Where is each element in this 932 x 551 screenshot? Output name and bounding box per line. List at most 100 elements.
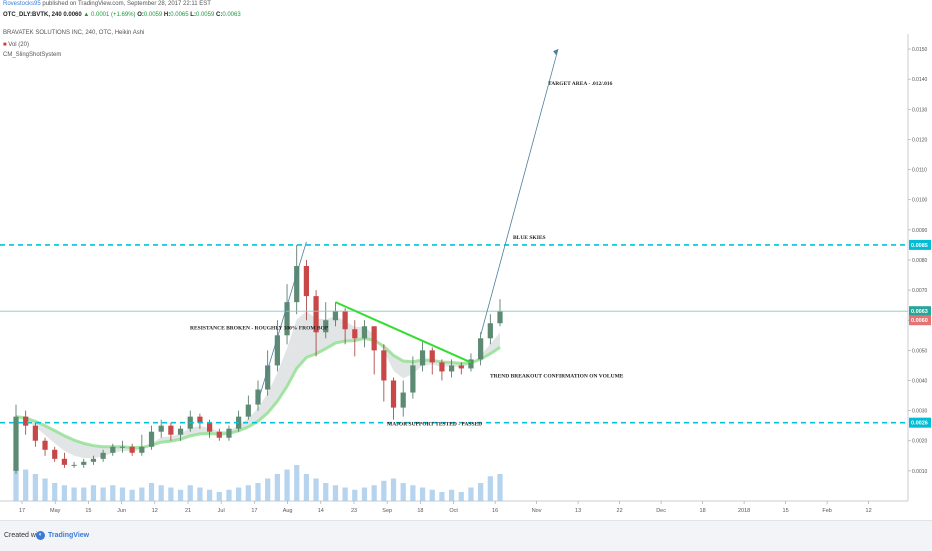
open-value: 0.0059 [143, 12, 163, 18]
y-tick-label: 0.0070 [912, 288, 928, 294]
candle-body [352, 329, 358, 339]
arrow-line-target [480, 48, 559, 336]
volume-bar [236, 487, 242, 501]
low-label: L: [190, 12, 196, 18]
volume-bar [487, 476, 493, 501]
candle-body [129, 446, 135, 453]
candle-body [448, 365, 455, 372]
y-tick-label: 0.0080 [912, 258, 928, 264]
candle-body [497, 311, 503, 324]
candle-body [429, 350, 435, 363]
volume-bar [100, 487, 106, 501]
indicator-legend[interactable]: CM_SlingShotSystem [3, 52, 62, 58]
candle-body [313, 296, 319, 333]
annotation-blue-skies: BLUE SKIES [513, 235, 546, 241]
volume-bar [110, 485, 116, 501]
candle-body [487, 323, 493, 339]
x-tick-label: 13 [575, 508, 581, 514]
price-label-box [909, 306, 931, 317]
quote-line: OTC_DLY:BVTK, 240 0.0060 ▲ 0.0001 (+1.69… [3, 12, 241, 18]
candle-body [274, 335, 280, 366]
x-tick-label: 17 [251, 508, 257, 514]
volume-bar [478, 483, 484, 501]
y-tick-label: 0.0120 [912, 137, 928, 143]
x-tick-label: Dec [656, 508, 666, 514]
candle-body [168, 425, 174, 435]
x-tick-label: 15 [783, 508, 789, 514]
candle-body [255, 389, 261, 405]
x-tick-label: Jun [117, 508, 126, 514]
x-tick-label: Aug [283, 508, 293, 514]
y-tick-label: 0.0090 [912, 228, 928, 234]
volume-bar [352, 489, 358, 501]
x-tick-label: 18 [700, 508, 706, 514]
volume-bar [255, 483, 261, 501]
candle-body [332, 311, 339, 321]
volume-bar [197, 487, 203, 501]
candle-body [52, 449, 58, 459]
candle-body [90, 458, 97, 462]
volume-legend[interactable]: ■ Vol (20) [3, 42, 29, 48]
candle-body [23, 416, 29, 426]
x-tick-label: 21 [185, 508, 191, 514]
x-tick-label: Nov [532, 508, 542, 514]
y-tick-label: 0.0110 [912, 168, 927, 174]
candle-body [177, 428, 184, 435]
x-tick-label: Oct [449, 508, 458, 514]
candle-body [439, 362, 445, 372]
volume-bar [13, 460, 19, 501]
y-tick-label: 0.0010 [912, 469, 928, 475]
publish-line: Rovestocks95 published on TradingView.co… [3, 1, 211, 7]
volume-bar [61, 485, 68, 501]
candle-body [110, 446, 116, 453]
arrow-line-resistance [257, 241, 307, 402]
price-label-box [909, 315, 931, 326]
candle-body [158, 425, 164, 432]
volume-bar [303, 474, 310, 501]
candle-body [119, 446, 126, 448]
volume-bar [439, 492, 445, 501]
x-tick-label: 15 [85, 508, 91, 514]
symbol-label: OTC_DLY:BVTK, 240 [3, 12, 62, 18]
volume-bar [468, 487, 474, 501]
volume-bar [206, 489, 213, 501]
candle-body [342, 311, 348, 330]
candle-body [419, 350, 426, 366]
candle-body [265, 365, 271, 390]
y-tick-label: 0.0050 [912, 348, 928, 354]
volume-bar [168, 487, 174, 501]
price-chart[interactable]: 0.0010 0.0020 0.0030 0.0040 0.0050 0.0060 0.00… [0, 0, 932, 520]
y-tick-label: 0.0030 [912, 409, 928, 415]
ma-ribbon [16, 311, 500, 459]
tradingview-brand[interactable]: TradingView [48, 532, 90, 539]
volume-bar [216, 492, 222, 501]
volume-bar [245, 485, 251, 501]
y-tick-label: 0.0150 [912, 47, 928, 53]
volume-bar [265, 478, 271, 501]
annotation-trend-breakout: TREND BREAKOUT CONFIRMATION ON VOLUME [490, 373, 624, 379]
volume-bar [342, 487, 348, 501]
candle-body [81, 461, 87, 465]
slow-ma-line [15, 336, 501, 450]
candle-body [245, 404, 251, 417]
volume-bar [313, 478, 319, 501]
volume-bar [23, 469, 29, 501]
price-label-text: 0.0085 [911, 243, 928, 249]
volume-bar [177, 489, 184, 501]
instrument-title: BRAVATEK SOLUTIONS INC, 240, OTC, Heikin… [3, 30, 145, 36]
candle-body [42, 440, 48, 450]
price-label-text: 0.0063 [911, 309, 928, 315]
volume-bar [158, 485, 164, 501]
volume-bar [81, 487, 87, 501]
volume-bar [332, 485, 339, 501]
volume-bar [148, 483, 155, 501]
candle-body [148, 431, 155, 447]
change-value: ▲ 0.0001 (+1.69%) [83, 12, 136, 18]
candle-body [71, 464, 77, 466]
volume-bar [71, 487, 77, 501]
close-value: 0.0063 [222, 12, 241, 18]
volume-bar [381, 480, 387, 501]
author-link[interactable]: Rovestocks95 [3, 1, 41, 7]
candle-body [226, 428, 232, 438]
x-tick-label: May [50, 508, 61, 514]
